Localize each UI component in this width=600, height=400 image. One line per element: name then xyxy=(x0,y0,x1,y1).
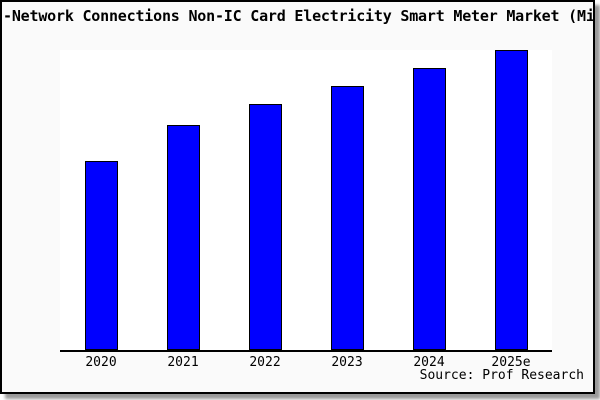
bar-2022 xyxy=(248,104,282,350)
plot-area xyxy=(60,50,552,352)
bar-2021 xyxy=(166,125,200,350)
x-tick-label-2020: 2020 xyxy=(85,355,117,370)
x-tick-label-2022: 2022 xyxy=(249,355,281,370)
bar-2025e xyxy=(494,50,528,350)
x-tick-label-2025e: 2025e xyxy=(491,355,531,370)
bar-slot-2025e xyxy=(470,50,552,350)
x-axis-labels: 2020 2021 2022 2023 2024 2025e xyxy=(60,355,552,370)
bar-2023 xyxy=(330,86,364,350)
source-note: Source: Prof Research xyxy=(419,368,584,383)
bar-slot-2020 xyxy=(60,50,142,350)
bar-slot-2023 xyxy=(306,50,388,350)
x-tick-label-2021: 2021 xyxy=(167,355,199,370)
bar-slot-2024 xyxy=(388,50,470,350)
x-tick-label-2024: 2024 xyxy=(413,355,445,370)
bar-slot-2021 xyxy=(142,50,224,350)
x-tick-label-2023: 2023 xyxy=(331,355,363,370)
bar-2024 xyxy=(412,68,446,350)
bar-2020 xyxy=(84,161,118,350)
chart-title: -Network Connections Non-IC Card Electri… xyxy=(3,7,595,25)
bar-slot-2022 xyxy=(224,50,306,350)
chart-card: -Network Connections Non-IC Card Electri… xyxy=(0,0,595,394)
